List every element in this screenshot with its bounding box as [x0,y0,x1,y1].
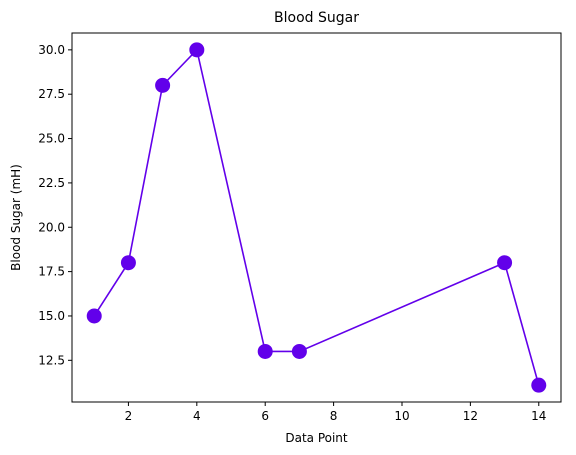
y-tick-label: 20.0 [38,220,65,234]
data-point-marker [120,255,136,271]
x-axis-label: Data Point [285,431,348,445]
plot-area-frame [71,32,562,403]
y-tick-label: 17.5 [38,265,65,279]
y-tick-label: 30.0 [38,43,65,57]
x-tick-label: 2 [125,409,133,423]
x-tick-label: 4 [193,409,201,423]
y-axis-label: Blood Sugar (mH) [9,164,23,271]
x-tick-label: 6 [261,409,269,423]
chart-title: Blood Sugar [274,10,359,26]
data-point-marker [291,343,307,359]
y-axis-ticks: 12.5 15.0 17.5 20.0 22.5 25.0 27.5 30.0 [38,43,72,367]
x-tick-label: 14 [531,409,546,423]
data-point-marker [189,42,205,58]
y-tick-label: 15.0 [38,309,65,323]
data-point-marker [257,343,273,359]
y-tick-label: 12.5 [38,353,65,367]
data-point-marker [86,308,102,324]
y-tick-label: 22.5 [38,176,65,190]
data-point-marker [155,77,171,93]
data-point-marker [497,255,513,271]
x-tick-label: 10 [394,409,409,423]
y-tick-label: 27.5 [38,87,65,101]
y-tick-label: 25.0 [38,132,65,146]
data-points [86,42,547,393]
x-tick-label: 8 [330,409,338,423]
x-axis-ticks: 2 4 6 8 10 12 14 [125,402,546,423]
x-tick-label: 12 [463,409,478,423]
series-line [93,48,540,386]
data-point-marker [531,377,547,393]
